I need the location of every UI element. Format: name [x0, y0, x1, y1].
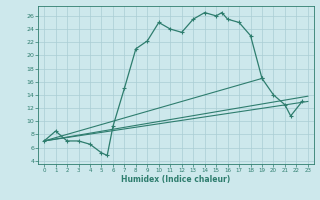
X-axis label: Humidex (Indice chaleur): Humidex (Indice chaleur): [121, 175, 231, 184]
